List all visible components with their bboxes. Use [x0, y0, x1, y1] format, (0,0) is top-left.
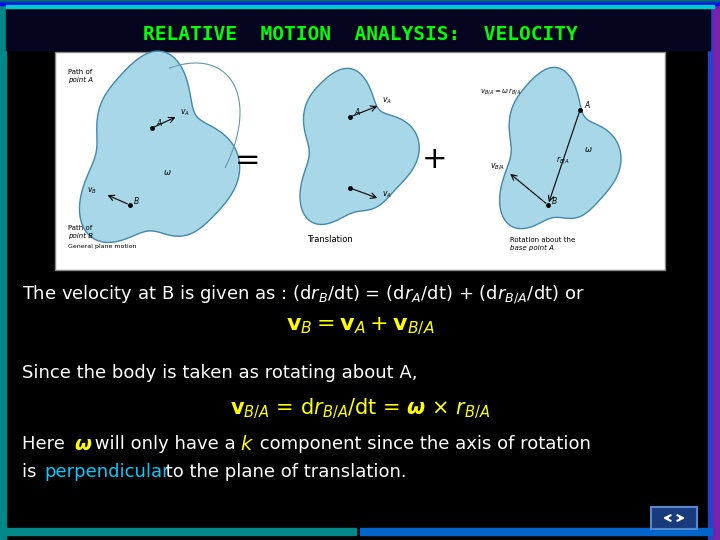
Text: $\omega$: $\omega$: [163, 168, 171, 177]
Text: $\mathbf{\mathit{k}}$: $\mathbf{\mathit{k}}$: [240, 435, 254, 454]
Bar: [360, 528, 712, 535]
Text: $v_{B/A}$: $v_{B/A}$: [490, 161, 505, 172]
Text: base point A: base point A: [510, 245, 554, 251]
Bar: [6, 5, 714, 8]
Text: RELATIVE  MOTION  ANALYSIS:  VELOCITY: RELATIVE MOTION ANALYSIS: VELOCITY: [143, 25, 577, 44]
Text: General plane motion: General plane motion: [68, 244, 137, 249]
Text: to the plane of translation.: to the plane of translation.: [160, 463, 407, 481]
Text: Rotation about the: Rotation about the: [510, 237, 575, 243]
Text: B: B: [134, 197, 139, 206]
Text: $v_A$: $v_A$: [382, 190, 392, 200]
Bar: [0, 3, 720, 4]
Polygon shape: [79, 51, 240, 242]
Text: Since the body is taken as rotating about A,: Since the body is taken as rotating abou…: [22, 364, 418, 382]
Text: will only have a: will only have a: [89, 435, 241, 453]
Text: +: +: [422, 145, 448, 174]
Bar: [0, 2, 720, 3]
Text: $\mathit{\mathbf{v}}_B = \mathit{\mathbf{v}}_A + \mathit{\mathbf{v}}_{B/A}$: $\mathit{\mathbf{v}}_B = \mathit{\mathbf…: [286, 316, 434, 337]
Text: Translation: Translation: [307, 235, 353, 244]
Text: A: A: [156, 119, 161, 128]
Text: Path of: Path of: [68, 225, 92, 231]
Text: $v_B$: $v_B$: [87, 185, 97, 195]
Text: point B: point B: [68, 233, 93, 239]
Text: is: is: [22, 463, 42, 481]
FancyBboxPatch shape: [651, 507, 697, 529]
Text: The velocity at B is given as : (d$\mathbf{\mathit{r}}_B$/dt) = (d$\mathbf{\math: The velocity at B is given as : (d$\math…: [22, 283, 585, 306]
Text: $v_A$: $v_A$: [180, 107, 190, 118]
Text: Here: Here: [22, 435, 71, 453]
Bar: [708, 0, 714, 540]
Text: B: B: [552, 197, 557, 206]
FancyBboxPatch shape: [55, 52, 665, 270]
Bar: [713, 0, 720, 540]
Text: $v_{B/A} = \omega\, r_{B/A}$: $v_{B/A} = \omega\, r_{B/A}$: [480, 86, 521, 97]
Text: $r_{B/A}$: $r_{B/A}$: [556, 154, 570, 166]
Text: $v_A$: $v_A$: [382, 96, 392, 106]
Text: Path of: Path of: [68, 69, 92, 75]
Text: component since the axis of rotation: component since the axis of rotation: [254, 435, 591, 453]
Text: A: A: [584, 101, 589, 110]
Bar: [0, 1, 720, 2]
Polygon shape: [300, 69, 419, 225]
Bar: [0, 0, 6, 540]
Text: $\mathit{\mathbf{v}}_{B/A}$ = d$\mathbf{\mathit{r}}_{B/A}$/dt = $\boldsymbol{\om: $\mathit{\mathbf{v}}_{B/A}$ = d$\mathbf{…: [230, 397, 490, 421]
Bar: [6, 528, 356, 535]
Text: A: A: [354, 108, 359, 117]
Bar: [6, 8, 710, 50]
Text: $\omega$: $\omega$: [584, 145, 593, 154]
Text: =: =: [235, 145, 261, 174]
Polygon shape: [500, 68, 621, 228]
Text: point A: point A: [68, 77, 93, 83]
Bar: [0, 0, 720, 1]
Bar: [0, 4, 720, 5]
Text: perpendicular: perpendicular: [44, 463, 170, 481]
Text: $\boldsymbol{\omega}$: $\boldsymbol{\omega}$: [74, 435, 92, 454]
